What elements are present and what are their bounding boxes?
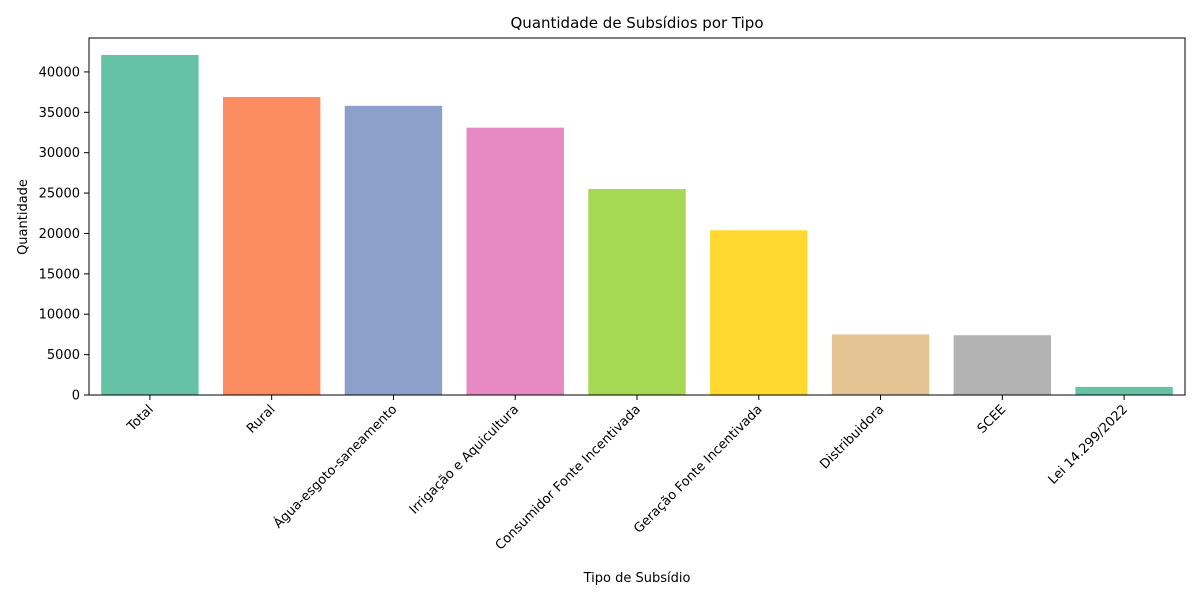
- bar-9: [1075, 386, 1173, 395]
- x-axis-label: Tipo de Subsídio: [583, 571, 691, 586]
- bar-6: [710, 230, 808, 395]
- chart-title: Quantidade de Subsídios por Tipo: [511, 14, 764, 32]
- plot-frame: [88, 37, 1186, 396]
- y-tick-label: 5000: [47, 348, 80, 363]
- bar-5: [588, 189, 686, 395]
- y-tick-label: 25000: [39, 187, 80, 202]
- y-tick-label: 30000: [39, 146, 80, 161]
- y-tick-label: 0: [72, 389, 80, 404]
- y-tick-label: 35000: [39, 106, 80, 121]
- bar-3: [344, 105, 443, 395]
- y-tick-label: 10000: [39, 308, 80, 323]
- bar-2: [222, 96, 321, 396]
- bar-4: [466, 127, 564, 396]
- y-tick-label: 15000: [39, 267, 80, 282]
- bars-group: [101, 54, 1173, 396]
- bar-7: [831, 334, 930, 395]
- y-axis: 0 5000 10000 15000 20000 25000 30000 35000 40000: [39, 65, 89, 404]
- y-tick-label: 40000: [39, 65, 80, 80]
- bar-1: [101, 54, 199, 396]
- bar-8: [953, 335, 1052, 395]
- y-axis-label: Quantidade: [16, 179, 31, 255]
- y-tick-label: 20000: [39, 227, 80, 242]
